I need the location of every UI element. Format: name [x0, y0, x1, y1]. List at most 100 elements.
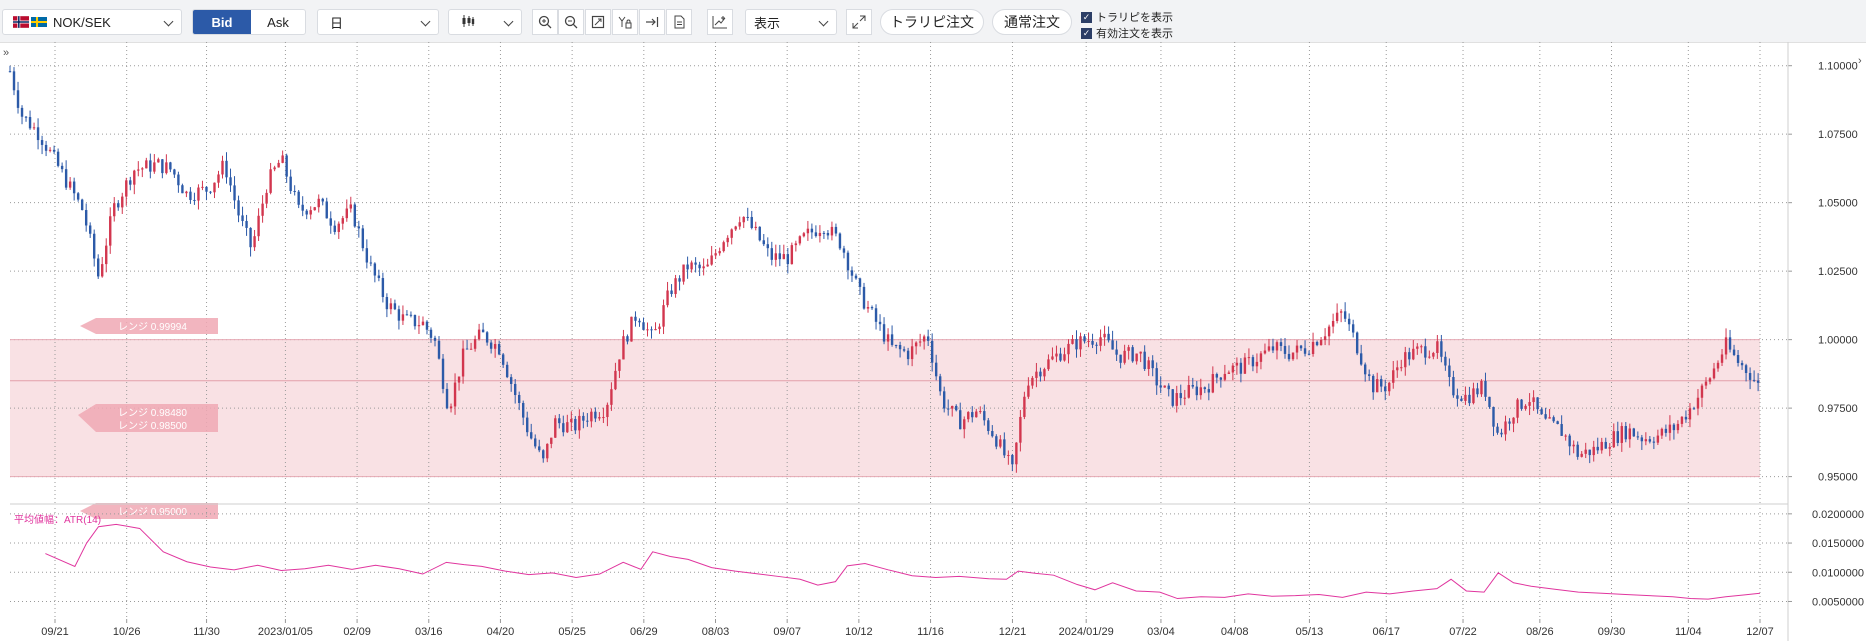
candle	[1315, 340, 1319, 347]
collapse-panel-icon[interactable]: »	[3, 47, 9, 59]
candle	[918, 333, 922, 347]
candle	[550, 437, 553, 449]
candle	[177, 171, 180, 193]
candle	[1568, 433, 1571, 456]
candle	[1712, 362, 1716, 380]
candle	[1720, 349, 1724, 367]
expand-icon[interactable]	[846, 9, 872, 35]
bid-button[interactable]: Bid	[193, 10, 251, 34]
candle	[975, 408, 978, 418]
candle	[469, 342, 473, 350]
candle	[1019, 410, 1022, 452]
chart-type-select[interactable]	[448, 9, 522, 35]
candle	[413, 314, 417, 330]
candle	[1139, 351, 1142, 363]
ask-button[interactable]: Ask	[267, 14, 289, 30]
candle	[309, 206, 312, 220]
candle	[461, 340, 465, 384]
candle	[64, 160, 68, 190]
candle	[445, 383, 449, 410]
candle	[650, 326, 653, 339]
candle	[133, 169, 136, 195]
candle	[8, 65, 12, 73]
display-select[interactable]: 表示	[745, 9, 837, 35]
candle	[830, 221, 834, 241]
price-tick-label: 1.02500	[1818, 266, 1858, 278]
checkbox-checked-icon: ✓	[1081, 11, 1092, 23]
price-tick-label: 0.97500	[1818, 403, 1858, 415]
candle	[586, 413, 589, 427]
candle	[1267, 338, 1271, 352]
candle	[538, 439, 541, 453]
candle	[1560, 415, 1563, 436]
candle	[1452, 370, 1455, 398]
candle	[501, 353, 505, 368]
candle	[385, 293, 389, 318]
candle	[1039, 367, 1042, 382]
time-tick-label: 08/26	[1526, 626, 1554, 638]
candle	[1676, 420, 1680, 434]
candle	[489, 340, 493, 354]
candle	[481, 322, 485, 333]
time-tick-label: 11/04	[1675, 626, 1702, 638]
zoom-in-icon[interactable]	[532, 9, 558, 35]
expand-panel-icon[interactable]: ›	[1858, 55, 1862, 67]
fit-screen-icon[interactable]	[585, 9, 611, 35]
indicator-icon[interactable]	[707, 9, 733, 35]
candle	[878, 314, 882, 331]
candle	[117, 200, 120, 211]
candle	[245, 214, 248, 236]
trailing-order-button[interactable]: トラリピ注文	[880, 9, 984, 35]
candle	[626, 334, 629, 345]
show-trailing-checkbox[interactable]: ✓ トラリピを表示	[1081, 9, 1173, 25]
candle	[1740, 360, 1744, 370]
candle	[269, 162, 272, 195]
atr-title: 平均値幅：ATR(14)	[14, 513, 101, 526]
show-trailing-label: トラリピを表示	[1096, 12, 1173, 24]
candle	[36, 118, 40, 150]
zoom-out-icon[interactable]	[558, 9, 584, 35]
candle	[1476, 382, 1479, 398]
candle	[1524, 404, 1527, 411]
candle	[594, 407, 597, 423]
candle	[449, 403, 453, 413]
time-tick-label: 06/29	[630, 626, 658, 638]
price-chart[interactable]: » › レンジ 0.99994 レンジ 0.98480 レンジ 0.98500 …	[0, 42, 1866, 641]
candle	[662, 299, 665, 335]
symbol-select[interactable]: NOK/SEK	[2, 9, 182, 35]
scroll-to-latest-icon[interactable]	[639, 9, 665, 35]
candle	[165, 154, 168, 175]
candle	[1343, 302, 1347, 322]
candle	[1636, 431, 1640, 440]
draw-lock-icon[interactable]	[612, 9, 638, 35]
candle	[72, 177, 76, 201]
candle	[1235, 357, 1239, 375]
candle	[638, 318, 641, 327]
range-label-center-text-2: レンジ 0.98500	[118, 421, 187, 432]
document-icon[interactable]	[666, 9, 692, 35]
candle	[1688, 403, 1692, 428]
candle	[16, 81, 20, 114]
range-label-bottom: レンジ 0.95000	[80, 503, 218, 519]
candle	[1632, 427, 1636, 437]
period-select[interactable]: 日	[317, 9, 439, 35]
candle	[1031, 376, 1034, 389]
normal-order-button[interactable]: 通常注文	[992, 9, 1072, 35]
time-tick-label: 05/13	[1296, 626, 1324, 638]
candle	[1243, 353, 1247, 374]
candle	[1175, 385, 1178, 413]
candle	[734, 225, 737, 231]
candle	[225, 152, 228, 184]
candle	[778, 244, 782, 267]
candle	[1496, 423, 1499, 435]
candle	[598, 412, 601, 421]
candle	[1271, 338, 1275, 354]
candle	[1756, 373, 1760, 392]
candle	[1227, 370, 1231, 375]
show-active-orders-checkbox[interactable]: ✓ 有効注文を表示	[1081, 25, 1173, 41]
candle	[1556, 420, 1559, 425]
candle	[1396, 360, 1399, 378]
candle	[1432, 351, 1435, 360]
time-tick-label: 04/20	[487, 626, 515, 638]
candle	[894, 344, 898, 349]
